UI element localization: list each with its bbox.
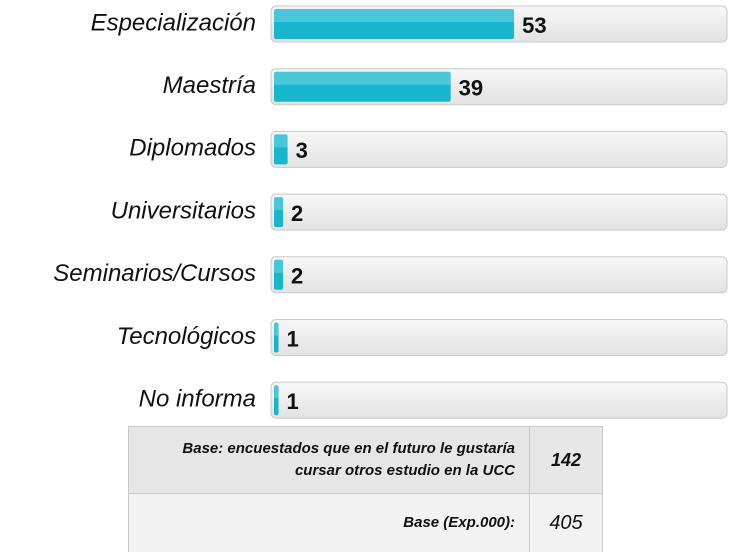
bar xyxy=(274,259,284,290)
table-cell: 405 xyxy=(529,493,603,552)
base-table: Base: encuestados que en el futuro le gu… xyxy=(128,426,603,552)
table-row: Base: encuestados que en el futuro le gu… xyxy=(128,426,603,494)
category-label: No informa xyxy=(139,386,256,413)
bar-track xyxy=(270,130,728,168)
table-cell: 142 xyxy=(529,426,603,494)
chart: Especialización 53 Maestría 39 Diplomados 3 Un… xyxy=(53,5,728,419)
value-label: 3 xyxy=(296,138,308,163)
bar-track xyxy=(270,381,728,419)
table-row: Base (Exp.000): 405 xyxy=(128,493,603,552)
bar xyxy=(274,134,288,165)
bar-fill xyxy=(274,385,279,416)
category-label: Seminarios/Cursos xyxy=(53,260,256,287)
bar xyxy=(274,197,284,228)
category-label: Tecnológicos xyxy=(117,323,256,350)
category-label: Maestría xyxy=(163,72,256,99)
bar-track xyxy=(270,319,728,356)
table-cell: Base: encuestados que en el futuro le gu… xyxy=(128,426,530,494)
bar-fill xyxy=(274,322,279,353)
bar-highlight xyxy=(274,259,284,273)
value-label: 39 xyxy=(459,76,483,101)
bar xyxy=(274,322,279,353)
bar xyxy=(274,9,515,39)
bar-highlight xyxy=(274,71,451,85)
bar xyxy=(274,71,451,102)
bar-highlight xyxy=(274,385,279,399)
value-label: 2 xyxy=(291,264,303,289)
table-cell: Base (Exp.000): xyxy=(128,493,530,552)
bar-fill xyxy=(274,71,451,102)
value-label: 1 xyxy=(287,326,299,351)
value-label: 1 xyxy=(287,389,299,414)
bar-fill xyxy=(274,259,284,290)
bar-highlight xyxy=(274,9,515,22)
value-label: 2 xyxy=(291,201,303,226)
value-label: 53 xyxy=(522,13,546,38)
bar-fill xyxy=(274,134,288,165)
bar-fill xyxy=(274,9,515,39)
bar-fill xyxy=(274,197,284,228)
category-label: Especialización xyxy=(91,9,256,36)
bar-highlight xyxy=(274,134,288,148)
category-label: Universitarios xyxy=(111,197,256,224)
category-label: Diplomados xyxy=(129,135,256,162)
bar-highlight xyxy=(274,322,279,336)
bar-track xyxy=(270,256,728,294)
bar xyxy=(274,385,279,416)
bar-track xyxy=(270,193,728,231)
bar-highlight xyxy=(274,197,284,211)
